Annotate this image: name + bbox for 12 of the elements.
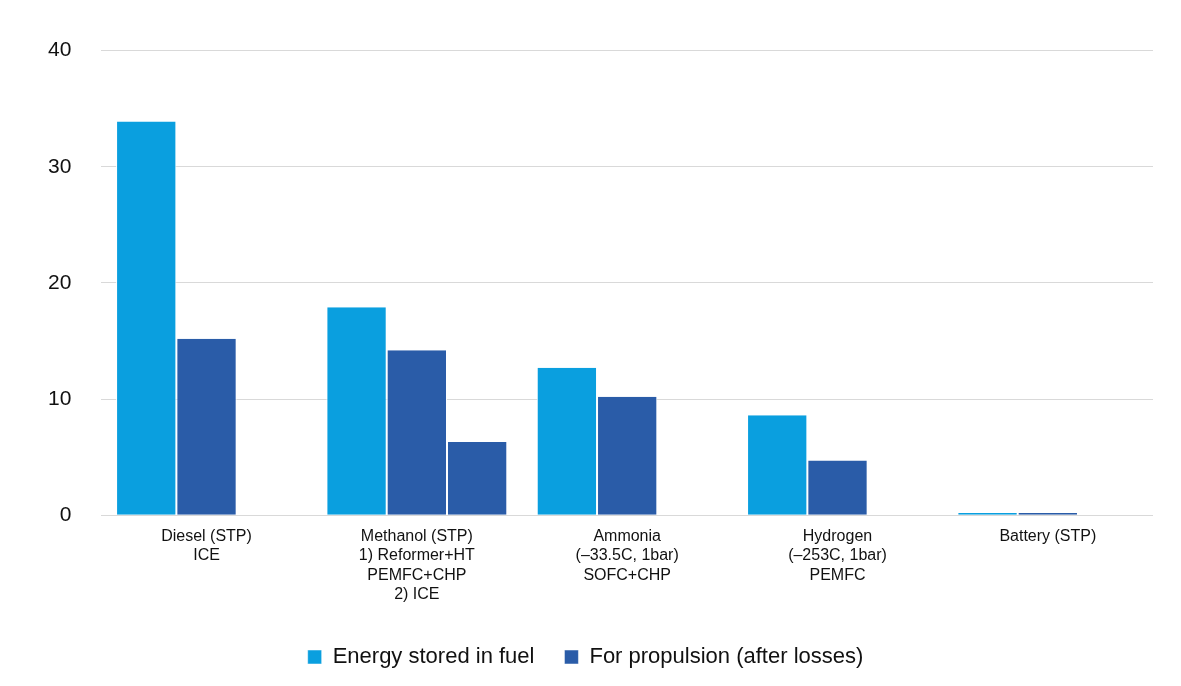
legend-label: Energy stored in fuel [332, 643, 535, 669]
x-tick-label: Diesel (STP) ICE [161, 527, 252, 564]
y-tick-label: 40 [48, 37, 72, 61]
x-tick-label: Hydrogen (–253C, 1bar) PEMFC [788, 527, 887, 583]
y-tick-label: 30 [48, 153, 72, 177]
y-tick-label: 0 [59, 502, 72, 525]
y-tick-label: 20 [48, 269, 72, 293]
x-tick-label: Ammonia (–33.5C, 1bar) SOFC+CHP [575, 527, 679, 583]
y-tick-label: 10 [48, 385, 72, 409]
x-tick-label: Battery (STP) [999, 527, 1097, 545]
legend-label: For propulsion (after losses) [589, 643, 864, 669]
x-tick-label: Methanol (STP) 1) Reformer+HT PEMFC+CHP 2) ICE [358, 527, 476, 602]
